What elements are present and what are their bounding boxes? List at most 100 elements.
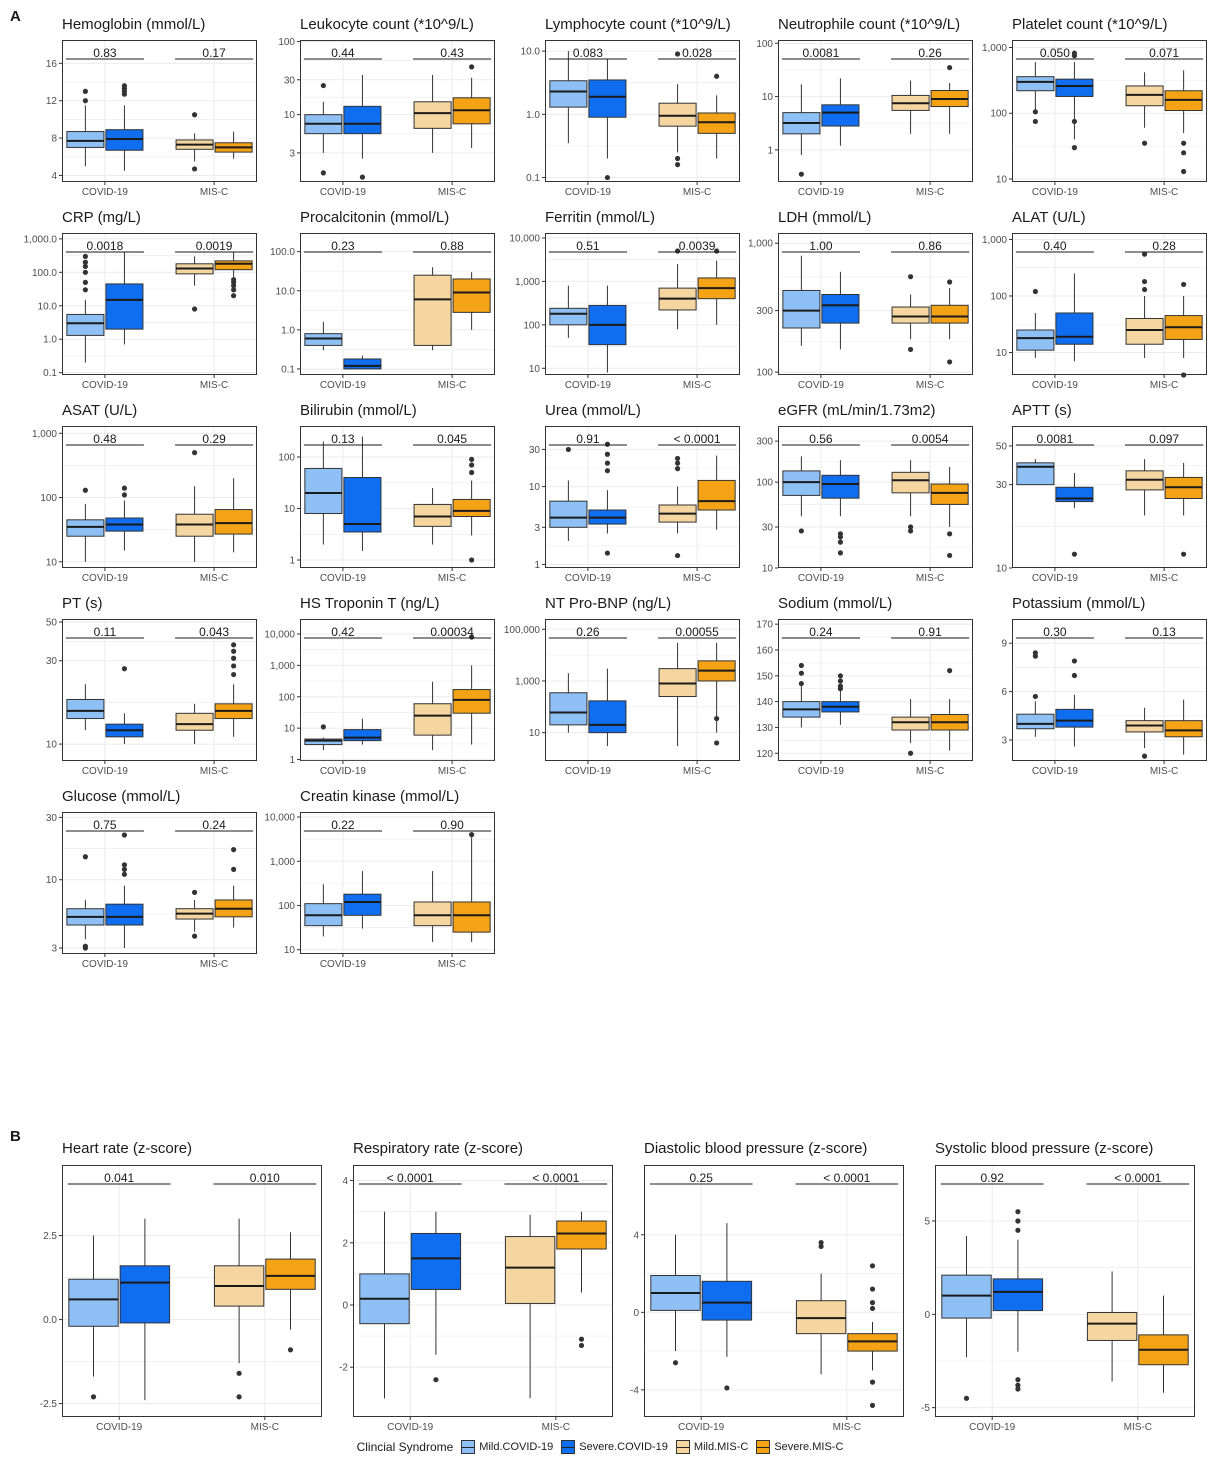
box <box>413 901 452 927</box>
y-tick-label: 120 <box>756 749 773 760</box>
outlier-point <box>837 678 844 684</box>
plot-svg: -2.5 0.0 2.5 COVID-19 MIS-C 0.041 0.010 <box>40 1165 322 1433</box>
box <box>452 278 491 313</box>
outlier-point <box>121 666 128 672</box>
outlier-point <box>798 528 804 534</box>
y-tick-label: 100.0 <box>32 268 57 279</box>
pvalue-label: 0.24 <box>809 625 833 639</box>
outlier-point <box>359 174 366 180</box>
pvalue-label: 0.91 <box>576 432 600 446</box>
plot-svg: 100 300 1,000 COVID-19 MIS-C 1.00 0.86 <box>748 233 973 391</box>
pvalue-label: 0.26 <box>918 46 942 60</box>
outlier-point <box>869 1305 876 1312</box>
x-tick-label: COVID-19 <box>1032 187 1079 198</box>
panel-label-b: B <box>10 1128 21 1145</box>
outlier-point <box>947 552 953 559</box>
box <box>66 519 105 537</box>
box <box>782 470 821 496</box>
plot-area <box>62 426 257 568</box>
pvalue-label: 0.48 <box>93 432 117 446</box>
x-tick-label: MIS-C <box>438 573 466 584</box>
y-tick-label: 4 <box>633 1230 639 1241</box>
outlier-point <box>1181 168 1187 175</box>
y-tick-label: 10.0 <box>521 47 541 58</box>
x-tick-label: COVID-19 <box>798 187 845 198</box>
y-tick-label: 30 <box>46 813 58 824</box>
box <box>701 1280 753 1321</box>
plot-title: NT Pro-BNP (ng/L) <box>545 595 672 612</box>
outlier-point <box>1032 109 1038 115</box>
x-tick-label: MIS-C <box>438 187 466 198</box>
outlier-point <box>191 933 198 939</box>
plot-diastolic-blood-pressure-z-score: Diastolic blood pressure (z-score) -4 0 4 CO… <box>630 1140 904 1433</box>
y-tick-label: 300 <box>756 437 773 448</box>
plot-title: Creatin kinase (mmol/L) <box>300 788 460 805</box>
plot-area <box>62 812 257 954</box>
outlier-point <box>869 1379 876 1385</box>
plot-svg: 1 3 10 30 COVID-19 MIS-C 0.91 < 0.0001 <box>529 426 740 584</box>
plot-glucose-mmol-l: Glucose (mmol/L) 3 10 30 COVID-19 MIS-C 0.75 0.… <box>46 788 257 970</box>
y-tick-label: 140 <box>756 697 773 708</box>
outlier-point <box>837 531 844 537</box>
box <box>343 729 382 742</box>
outlier-point <box>818 1239 824 1246</box>
y-tick-label: 10 <box>46 740 58 751</box>
legend-key-severe-misc <box>756 1440 771 1454</box>
box <box>343 105 382 135</box>
x-tick-label: COVID-19 <box>82 573 129 584</box>
y-tick-label: 100 <box>990 291 1007 302</box>
outlier-point <box>674 51 681 57</box>
x-tick-label: COVID-19 <box>1032 766 1079 777</box>
plot-area <box>62 40 257 182</box>
y-tick-label: 3 <box>51 944 57 955</box>
y-tick-label: 100.0 <box>270 247 295 258</box>
legend-title: Clincial Syndrome <box>356 1440 454 1454</box>
outlier-point <box>578 1336 585 1342</box>
box <box>304 467 343 515</box>
y-tick-label: 1,000 <box>515 277 540 288</box>
y-tick-label: 10 <box>46 875 58 886</box>
x-tick-label: MIS-C <box>916 573 944 584</box>
x-tick-label: COVID-19 <box>96 1422 143 1433</box>
y-tick-label: 1 <box>534 560 540 571</box>
pvalue-label: 0.24 <box>202 818 226 832</box>
plot-svg: 10 1,000 100,000 COVID-19 MIS-C 0.26 0.00055 <box>504 619 740 777</box>
outlier-point <box>469 557 475 563</box>
legend-item-severe-covid: Severe.COVID-19 <box>561 1440 668 1454</box>
outlier-point <box>231 866 237 872</box>
outlier-point <box>837 673 844 679</box>
outlier-point <box>1141 251 1148 257</box>
panel-label-a: A <box>10 8 21 25</box>
y-tick-label: 100 <box>756 39 773 50</box>
y-tick-label: 30 <box>46 656 58 667</box>
outlier-point <box>191 306 198 312</box>
box <box>549 80 588 108</box>
y-tick-label: 10,000 <box>264 629 295 640</box>
outlier-point <box>121 862 128 868</box>
x-tick-label: MIS-C <box>916 766 944 777</box>
outlier-point <box>121 492 128 498</box>
outlier-point <box>231 287 237 293</box>
box <box>452 901 491 933</box>
x-tick-label: MIS-C <box>542 1422 570 1433</box>
box <box>1016 76 1055 92</box>
y-tick-label: 1 <box>289 556 295 567</box>
outlier-point <box>604 550 611 556</box>
box <box>119 1265 171 1324</box>
outlier-point <box>236 1370 242 1376</box>
outlier-point <box>1181 140 1187 146</box>
outlier-point <box>469 832 475 838</box>
x-tick-label: COVID-19 <box>678 1422 725 1433</box>
plot-svg: -4 0 4 COVID-19 MIS-C 0.25 < 0.0001 <box>630 1165 904 1433</box>
outlier-point <box>320 170 326 176</box>
plot-svg: 1 10 100 COVID-19 MIS-C 0.13 0.045 <box>278 426 495 584</box>
y-tick-label: 0.0 <box>43 1315 57 1326</box>
plot-title: HS Troponin T (ng/L) <box>300 595 440 612</box>
y-tick-label: 10.0 <box>38 301 58 312</box>
plot-svg: 0.1 1.0 10.0 100.0 COVID-19 MIS-C 0.23 0.88 <box>270 233 495 391</box>
outlier-point <box>674 460 681 466</box>
outlier-point <box>1181 551 1187 557</box>
x-tick-label: MIS-C <box>438 380 466 391</box>
plot-pt-s: PT (s) 10 30 50 COVID-19 MIS-C 0.11 0.043 <box>46 595 257 777</box>
x-tick-label: COVID-19 <box>320 959 367 970</box>
